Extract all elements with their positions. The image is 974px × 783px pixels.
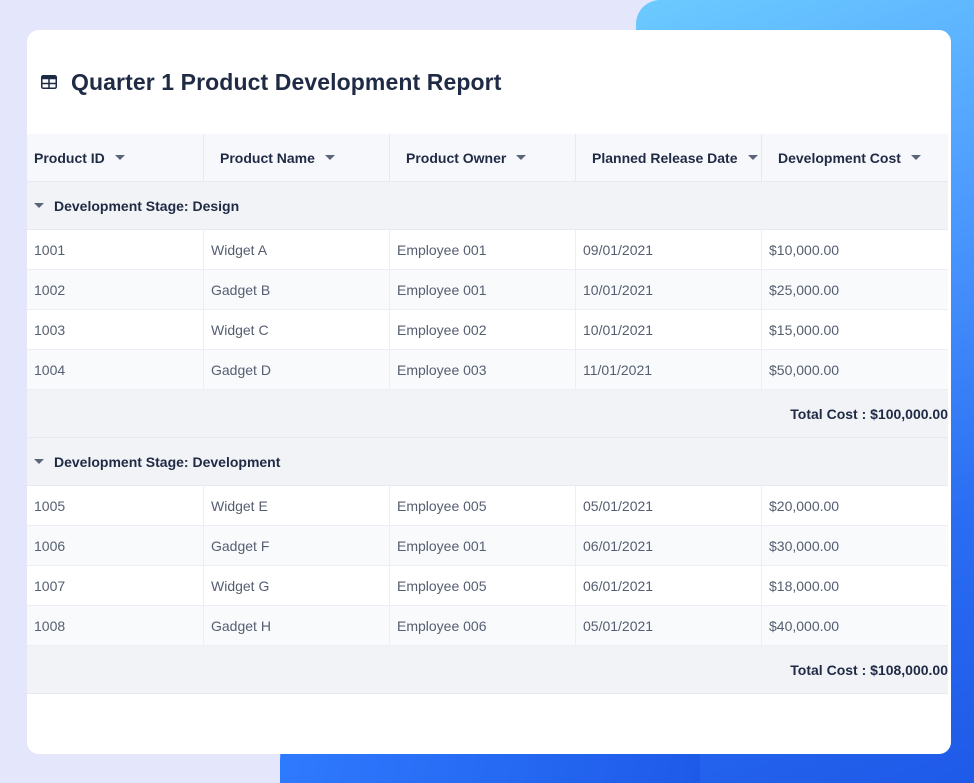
column-header-label: Development Cost [778,149,901,166]
cell-product-name: Gadget B [204,270,390,309]
table-row[interactable]: 1001 Widget A Employee 001 09/01/2021 $1… [27,230,948,270]
cell-release-date: 05/01/2021 [576,486,762,525]
cell-release-date: 06/01/2021 [576,566,762,605]
sort-caret-icon[interactable] [324,155,335,160]
cell-product-id: 1001 [27,230,204,269]
cell-release-date: 06/01/2021 [576,526,762,565]
group-label: Development Stage: Development [54,453,281,470]
cell-product-id: 1005 [27,486,204,525]
group-total-label: Total Cost : $108,000.00 [790,661,948,678]
column-header-planned-release-date[interactable]: Planned Release Date [576,134,762,181]
cell-product-name: Widget A [204,230,390,269]
table-row[interactable]: 1004 Gadget D Employee 003 11/01/2021 $5… [27,350,948,390]
cell-development-cost: $18,000.00 [769,577,840,594]
cell-product-owner: Employee 001 [390,526,576,565]
cell-release-date: 10/01/2021 [576,310,762,349]
cell-development-cost: $40,000.00 [769,617,840,634]
cell-product-owner: Employee 003 [390,350,576,389]
table-row[interactable]: 1008 Gadget H Employee 006 05/01/2021 $4… [27,606,948,646]
cell-product-owner: Employee 002 [390,310,576,349]
cell-product-name: Gadget F [204,526,390,565]
group-total-label: Total Cost : $100,000.00 [790,405,948,422]
report-card: Quarter 1 Product Development Report Pro… [27,30,951,754]
sort-caret-icon[interactable] [747,155,758,160]
group-label: Development Stage: Design [54,197,240,214]
cell-development-cost: $25,000.00 [769,281,840,298]
cell-product-id: 1008 [27,606,204,645]
page-title: Quarter 1 Product Development Report [71,68,502,95]
cell-product-name: Gadget D [204,350,390,389]
cell-product-owner: Employee 001 [390,230,576,269]
cell-product-name: Gadget H [204,606,390,645]
collapse-caret-icon[interactable] [34,203,44,208]
collapse-caret-icon[interactable] [34,459,44,464]
group-header-design[interactable]: Development Stage: Design [27,182,948,230]
cell-release-date: 09/01/2021 [576,230,762,269]
cell-development-cost: $15,000.00 [769,321,840,338]
table-row[interactable]: 1006 Gadget F Employee 001 06/01/2021 $3… [27,526,948,566]
column-header-product-owner[interactable]: Product Owner [390,134,576,181]
table-row[interactable]: 1007 Widget G Employee 005 06/01/2021 $1… [27,566,948,606]
group-total-design: Total Cost : $100,000.00 [27,390,948,438]
table-row[interactable]: 1005 Widget E Employee 005 05/01/2021 $2… [27,486,948,526]
data-grid: Product ID Product Name Product Owner Pl… [27,134,948,694]
cell-product-name: Widget G [204,566,390,605]
cell-product-owner: Employee 005 [390,486,576,525]
report-header: Quarter 1 Product Development Report [41,68,501,96]
cell-product-id: 1002 [27,270,204,309]
column-header-label: Product ID [34,149,105,166]
group-total-development: Total Cost : $108,000.00 [27,646,948,694]
grid-header: Product ID Product Name Product Owner Pl… [27,134,948,182]
cell-product-id: 1007 [27,566,204,605]
cell-product-id: 1006 [27,526,204,565]
cell-release-date: 10/01/2021 [576,270,762,309]
column-header-label: Product Name [220,149,315,166]
table-row[interactable]: 1002 Gadget B Employee 001 10/01/2021 $2… [27,270,948,310]
cell-product-owner: Employee 001 [390,270,576,309]
cell-release-date: 05/01/2021 [576,606,762,645]
column-header-product-name[interactable]: Product Name [204,134,390,181]
cell-release-date: 11/01/2021 [576,350,762,389]
column-header-label: Planned Release Date [592,149,738,166]
cell-development-cost: $50,000.00 [769,361,840,378]
group-header-development[interactable]: Development Stage: Development [27,438,948,486]
table-row[interactable]: 1003 Widget C Employee 002 10/01/2021 $1… [27,310,948,350]
cell-product-id: 1003 [27,310,204,349]
cell-product-owner: Employee 005 [390,566,576,605]
table-icon [41,75,57,89]
cell-development-cost: $20,000.00 [769,497,840,514]
cell-development-cost: $10,000.00 [769,241,840,258]
cell-development-cost: $30,000.00 [769,537,840,554]
cell-product-owner: Employee 006 [390,606,576,645]
column-header-product-id[interactable]: Product ID [27,134,204,181]
cell-product-name: Widget E [204,486,390,525]
column-header-development-cost[interactable]: Development Cost [762,134,948,181]
cell-product-id: 1004 [27,350,204,389]
cell-product-name: Widget C [204,310,390,349]
sort-caret-icon[interactable] [910,155,921,160]
column-header-label: Product Owner [406,149,507,166]
sort-caret-icon[interactable] [516,155,527,160]
sort-caret-icon[interactable] [114,155,125,160]
